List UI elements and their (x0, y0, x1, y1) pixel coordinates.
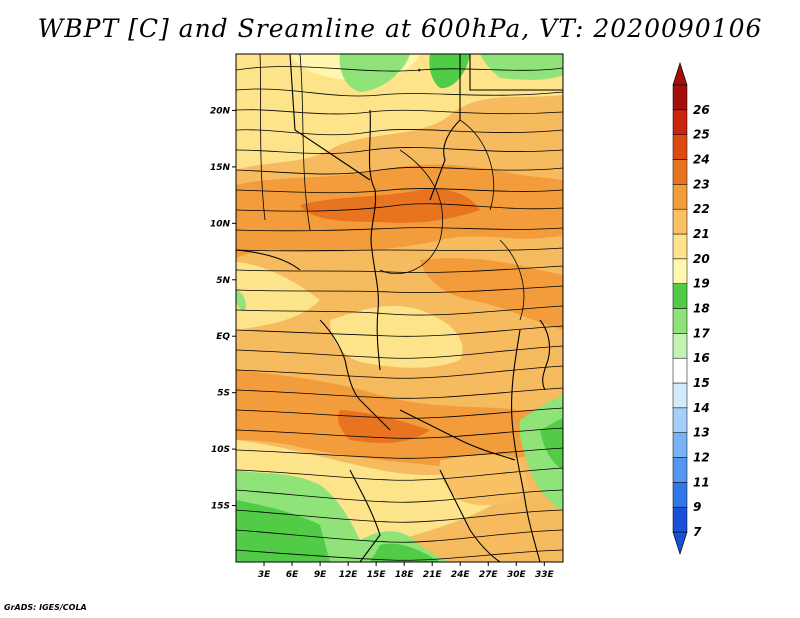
map-title: WBPT [C] and Sreamline at 600hPa, VT: 20… (37, 14, 763, 43)
colorbar-swatch (672, 482, 688, 508)
lon-label: 24E (451, 570, 471, 580)
colorbar-swatch (672, 283, 688, 309)
colorbar-swatch (672, 506, 688, 533)
lon-label: 15E (367, 570, 387, 580)
colorbar-label: 13 (693, 426, 710, 440)
lon-label: 30E (507, 570, 527, 580)
streamlines (236, 54, 563, 561)
colorbar-swatch (672, 233, 688, 260)
lon-label: 12E (339, 570, 359, 580)
colorbar-label: 23 (693, 177, 710, 191)
lon-label: 6E (286, 570, 299, 580)
colorbar-swatch (672, 258, 688, 284)
colorbar-swatch (672, 134, 688, 160)
colorbar-label: 14 (693, 401, 710, 415)
footer-credit: GrADS: IGES/COLA (4, 603, 87, 612)
lat-label: 10N (210, 219, 231, 229)
colorbar-swatch (672, 208, 688, 235)
lat-label: EQ (216, 332, 230, 342)
colorbar-swatch (672, 407, 688, 433)
colorbar-swatch (672, 84, 688, 111)
colorbar-label: 25 (693, 128, 710, 142)
colorbar-label: 24 (693, 153, 710, 167)
lat-label: 15N (210, 163, 231, 173)
colorbar-swatch (672, 432, 688, 458)
colorbar-label: 18 (693, 302, 710, 316)
colorbar-swatch (672, 382, 688, 409)
colorbar-label: 22 (693, 202, 710, 216)
colorbar-label: 7 (693, 525, 702, 539)
colorbar-label: 19 (693, 277, 710, 291)
colorbar-label: 26 (693, 103, 710, 117)
colorbar-label: 15 (693, 376, 710, 390)
lat-label: 15S (211, 502, 230, 512)
colorbar-swatch (672, 357, 688, 384)
colorbar-label: 21 (693, 227, 710, 241)
colorbar-swatch (672, 308, 688, 334)
country-borders (236, 54, 563, 562)
colorbar-label: 20 (693, 252, 710, 266)
colorbar-label: 9 (693, 500, 701, 514)
lon-label: 21E (423, 570, 443, 580)
longitude-axis: 3E 6E 9E 12E 15E 18E 21E 24E 27E 30E 33E (258, 562, 555, 580)
wbpt-shading (236, 54, 563, 562)
colorbar-label: 16 (693, 351, 710, 365)
colorbar-swatch (672, 159, 688, 185)
lon-label: 9E (314, 570, 327, 580)
lon-label: 3E (258, 570, 271, 580)
plot-frame (235, 53, 564, 563)
lat-label: 5N (216, 276, 230, 286)
lat-label: 5S (217, 389, 230, 399)
lon-label: 18E (395, 570, 415, 580)
colorbar-swatch (672, 333, 688, 359)
colorbar-swatch (672, 109, 688, 135)
colorbar: 7 9 11 12 13 14 15 16 17 18 19 20 21 22 23 24 25 26 (672, 61, 710, 556)
colorbar-label: 12 (693, 451, 710, 465)
colorbar-label: 11 (693, 475, 710, 489)
lat-label: 20N (210, 106, 231, 116)
colorbar-swatch (672, 184, 688, 210)
lon-label: 33E (535, 570, 555, 580)
colorbar-arrow-high (672, 61, 688, 86)
latitude-axis: 20N 15N 10N 5N EQ 5S 10S 15S (210, 106, 236, 512)
lon-label: 27E (479, 570, 499, 580)
colorbar-swatch (672, 457, 688, 483)
lat-label: 10S (211, 445, 230, 455)
colorbar-arrow-low (672, 531, 688, 556)
colorbar-label: 17 (693, 326, 710, 340)
